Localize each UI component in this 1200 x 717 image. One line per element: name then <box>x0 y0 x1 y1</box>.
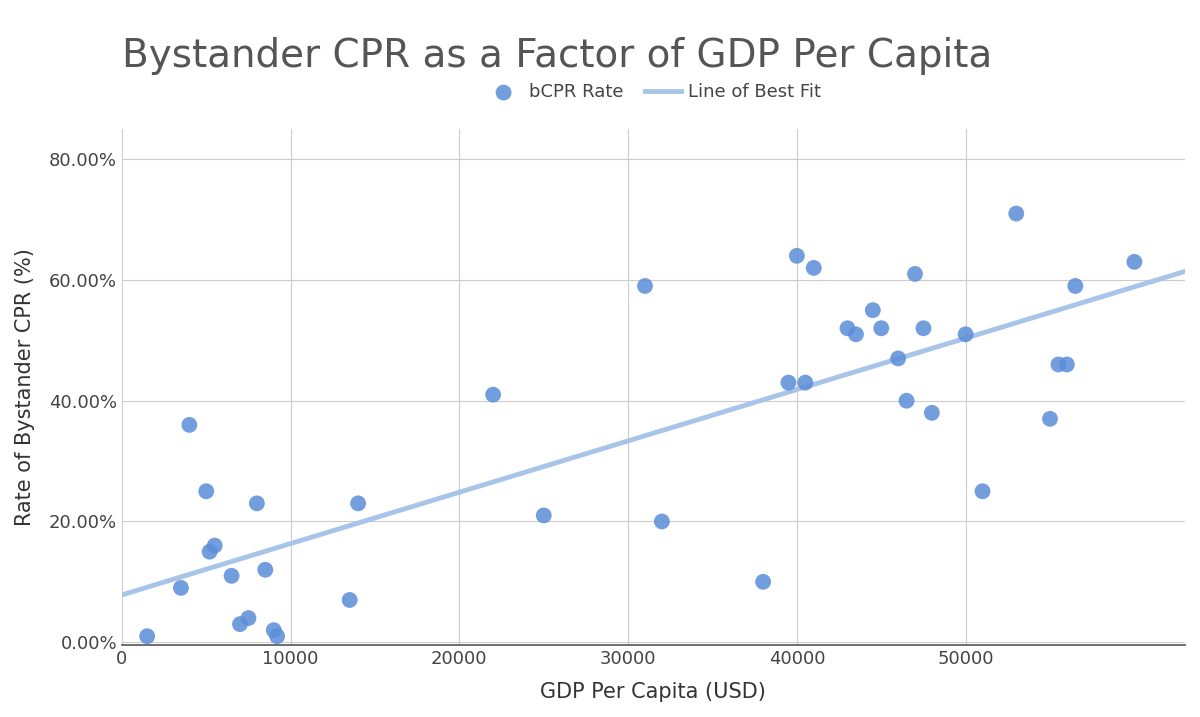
bCPR Rate <box>264 625 283 636</box>
Line of Best Fit <box>115 591 130 599</box>
bCPR Rate <box>1007 208 1026 219</box>
bCPR Rate <box>846 328 865 340</box>
bCPR Rate <box>172 582 191 594</box>
bCPR Rate <box>636 280 655 292</box>
bCPR Rate <box>138 630 157 642</box>
Line of Best Fit <box>1177 267 1192 276</box>
bCPR Rate <box>197 485 216 497</box>
bCPR Rate <box>340 594 359 606</box>
bCPR Rate <box>200 546 220 557</box>
bCPR Rate <box>754 576 773 588</box>
bCPR Rate <box>1040 413 1060 424</box>
Line: Line of Best Fit: Line of Best Fit <box>122 272 1184 595</box>
Line of Best Fit <box>119 589 133 598</box>
Line of Best Fit <box>1079 298 1093 306</box>
bCPR Rate <box>779 377 798 389</box>
bCPR Rate <box>247 498 266 509</box>
bCPR Rate <box>1049 358 1068 370</box>
bCPR Rate <box>1066 280 1085 292</box>
bCPR Rate <box>268 630 287 642</box>
bCPR Rate <box>804 262 823 274</box>
Line of Best Fit <box>748 398 762 407</box>
bCPR Rate <box>256 564 275 576</box>
bCPR Rate <box>923 407 942 419</box>
bCPR Rate <box>888 353 907 364</box>
bCPR Rate <box>796 377 815 389</box>
Y-axis label: Rate of Bystander CPR (%): Rate of Bystander CPR (%) <box>14 248 35 526</box>
bCPR Rate <box>230 618 250 630</box>
bCPR Rate <box>205 540 224 551</box>
bCPR Rate <box>973 485 992 497</box>
bCPR Rate <box>653 516 672 527</box>
bCPR Rate <box>1124 256 1144 267</box>
Line of Best Fit <box>1010 318 1025 326</box>
Legend: bCPR Rate, Line of Best Fit: bCPR Rate, Line of Best Fit <box>479 76 828 108</box>
bCPR Rate <box>222 570 241 581</box>
bCPR Rate <box>896 395 916 407</box>
bCPR Rate <box>534 510 553 521</box>
bCPR Rate <box>914 323 934 334</box>
bCPR Rate <box>871 323 890 334</box>
Line of Best Fit <box>744 399 758 408</box>
bCPR Rate <box>787 250 806 262</box>
Text: Bystander CPR as a Factor of GDP Per Capita: Bystander CPR as a Factor of GDP Per Cap… <box>122 37 992 75</box>
bCPR Rate <box>838 323 857 334</box>
Line of Best Fit <box>766 393 780 402</box>
X-axis label: GDP Per Capita (USD): GDP Per Capita (USD) <box>540 682 767 702</box>
bCPR Rate <box>905 268 924 280</box>
bCPR Rate <box>956 328 976 340</box>
bCPR Rate <box>863 305 882 316</box>
bCPR Rate <box>484 389 503 400</box>
bCPR Rate <box>1057 358 1076 370</box>
bCPR Rate <box>180 419 199 431</box>
bCPR Rate <box>239 612 258 624</box>
bCPR Rate <box>348 498 367 509</box>
